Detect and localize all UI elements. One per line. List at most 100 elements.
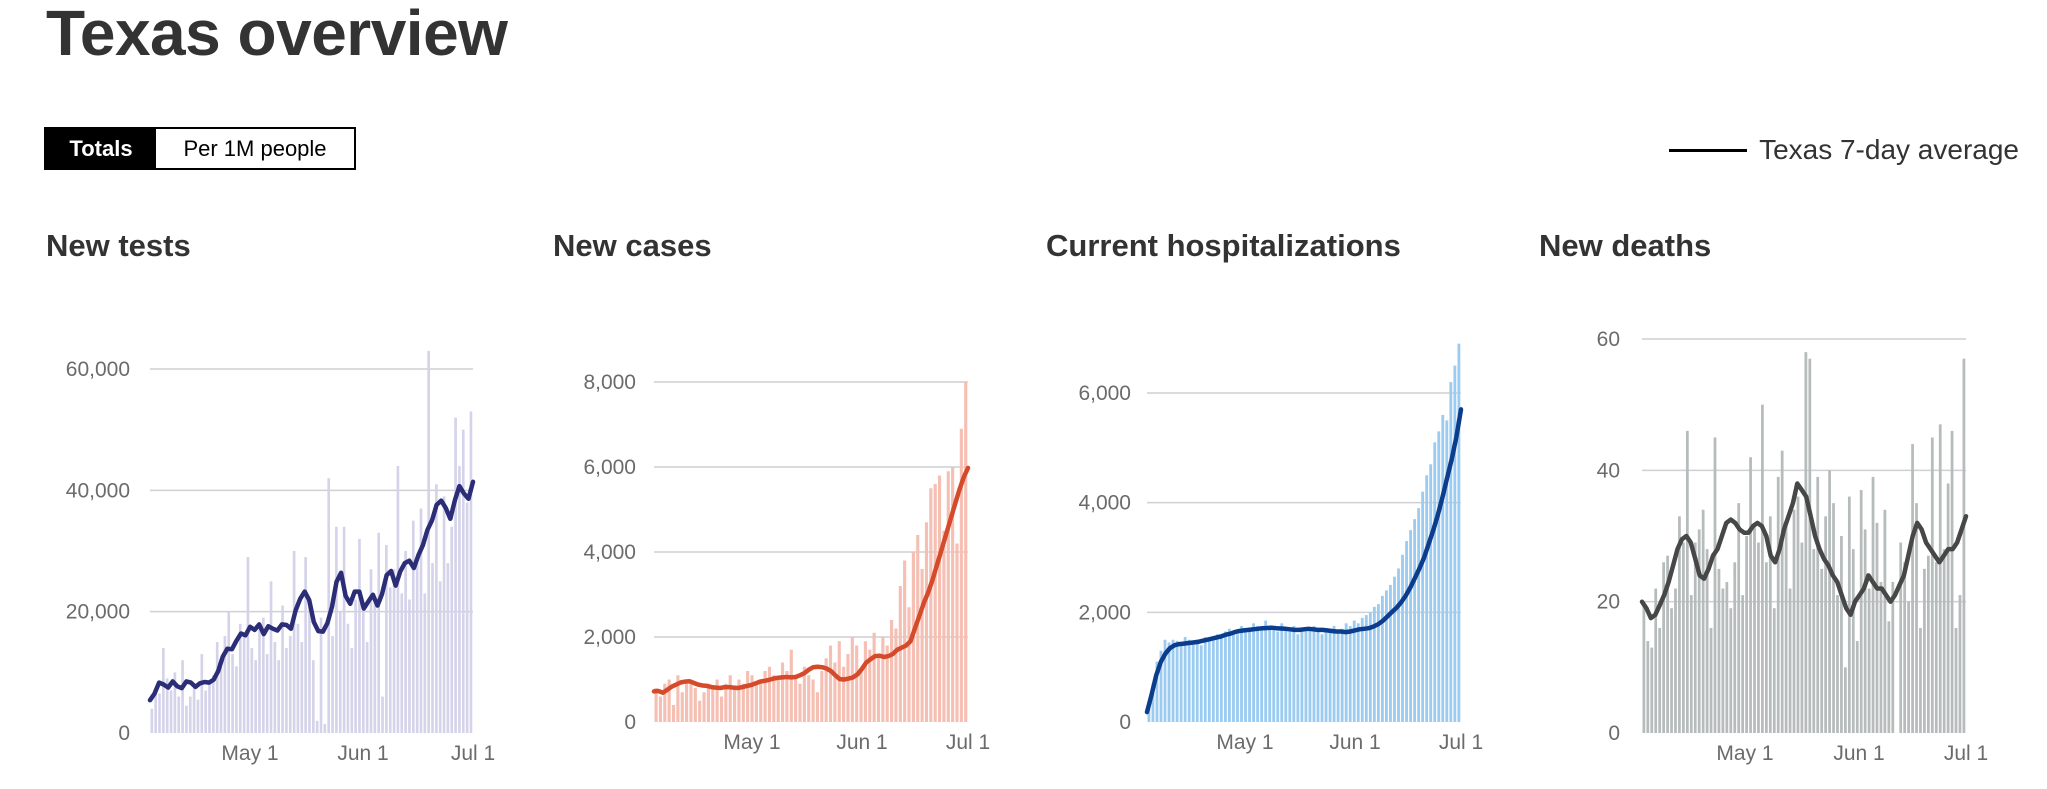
- new-cases-bar: [706, 683, 710, 722]
- new-cases-bar: [924, 522, 929, 722]
- current-hospitalizations-bar: [1352, 620, 1356, 722]
- new-cases-bar: [890, 620, 894, 722]
- new-cases-7-day-average-line: [651, 465, 971, 695]
- current-hospitalizations-bar: [1248, 631, 1251, 722]
- new-cases-bar: [671, 705, 676, 722]
- totals-toggle-button[interactable]: Totals: [46, 129, 156, 168]
- new-deaths-bar: [1693, 542, 1697, 733]
- new-deaths-y-tick-label: 40: [1597, 459, 1620, 482]
- new-deaths-bar: [1938, 424, 1942, 733]
- new-cases-bar: [663, 683, 667, 722]
- new-deaths-bar: [1776, 476, 1780, 733]
- current-hospitalizations-bar: [1244, 628, 1247, 722]
- new-cases-y-tick-label: 0: [624, 711, 636, 734]
- current-hospitalizations-bar: [1376, 604, 1380, 722]
- current-hospitalizations-chart: 0 2,000 4,000 6,000 May 1 Jun 1 Jul 1: [1078, 343, 1483, 754]
- current-hospitalizations-x-tick-label: Jul 1: [1439, 731, 1483, 754]
- new-cases-bar: [855, 645, 859, 722]
- new-tests-bar: [292, 551, 296, 733]
- current-hospitalizations-bar: [1389, 584, 1392, 722]
- new-tests-bar: [246, 557, 250, 733]
- new-tests-bar: [423, 593, 427, 733]
- current-hospitalizations-bar: [1280, 623, 1284, 722]
- new-deaths-bar: [1701, 509, 1705, 733]
- new-deaths-bar: [1836, 595, 1839, 733]
- current-hospitalizations-bar: [1191, 642, 1195, 722]
- current-hospitalizations-bar: [1372, 606, 1376, 722]
- current-hospitalizations-y-tick-label: 4,000: [1078, 492, 1131, 515]
- new-deaths-x-tick-label: Jul 1: [1944, 742, 1988, 765]
- current-hospitalizations-bar: [1223, 631, 1227, 722]
- new-deaths-bar: [1844, 667, 1847, 733]
- current-hospitalizations-7-day-average-line: [1144, 407, 1464, 715]
- new-cases-bar: [702, 692, 706, 722]
- current-hospitalizations-bar: [1292, 626, 1296, 722]
- new-tests-bar: [212, 675, 215, 733]
- new-deaths-bar: [1646, 641, 1650, 733]
- new-tests-bar: [192, 684, 196, 733]
- new-cases-bar: [876, 658, 881, 722]
- new-deaths-chart: 0 20 40 60 May 1 Jun 1 Jul 1: [1597, 328, 1989, 765]
- new-deaths-bar: [1919, 627, 1922, 733]
- current-hospitalizations-y-tick-label: 0: [1119, 711, 1131, 734]
- current-hospitalizations-bar: [1163, 639, 1167, 722]
- current-hospitalizations-bar: [1409, 530, 1412, 722]
- new-tests-bar: [238, 623, 242, 733]
- new-tests-bar: [411, 520, 415, 733]
- new-cases-bar: [759, 679, 763, 722]
- new-deaths-bar: [1737, 503, 1741, 733]
- new-tests-bar: [435, 484, 438, 733]
- new-tests-bar: [454, 417, 457, 733]
- current-hospitalizations-bar: [1199, 645, 1203, 722]
- per-1m-people-toggle-button[interactable]: Per 1M people: [156, 129, 354, 168]
- new-tests-bar: [165, 678, 169, 733]
- current-hospitalizations-bar: [1260, 628, 1264, 722]
- new-tests-bar: [419, 508, 423, 733]
- current-hospitalizations-bar: [1421, 491, 1425, 722]
- new-cases-bar: [863, 641, 867, 722]
- new-tests-bar: [438, 581, 442, 733]
- new-tests-bar: [392, 569, 396, 733]
- new-tests-bar: [215, 642, 219, 733]
- new-deaths-bar: [1761, 404, 1764, 733]
- current-hospitalizations-bar: [1175, 640, 1179, 722]
- new-cases-bar: [711, 688, 715, 722]
- new-tests-bar: [342, 526, 346, 733]
- new-deaths-bar: [1697, 529, 1701, 733]
- new-cases-bar: [794, 675, 798, 722]
- new-cases-y-tick-label: 4,000: [583, 541, 636, 564]
- new-cases-bar: [833, 662, 837, 722]
- new-cases-bar: [772, 675, 776, 722]
- new-tests-bar: [327, 478, 331, 733]
- current-hospitalizations-bar: [1236, 634, 1239, 722]
- new-deaths-bar: [1911, 444, 1914, 733]
- new-deaths-y-tick-label: 0: [1608, 722, 1620, 745]
- new-tests-bar: [335, 526, 338, 733]
- page-title: Texas overview: [46, 0, 508, 69]
- new-deaths-bar: [1891, 581, 1895, 733]
- current-hospitalizations-bar: [1405, 541, 1408, 722]
- new-tests-bar: [338, 611, 342, 733]
- new-tests-bar: [312, 660, 315, 733]
- new-tests-bar: [177, 696, 181, 733]
- new-tests-bar: [300, 642, 304, 733]
- new-deaths-bar: [1768, 516, 1772, 733]
- new-cases-y-tick-label: 6,000: [583, 456, 636, 479]
- new-deaths-bar: [1764, 562, 1768, 733]
- new-deaths-bar: [1887, 621, 1891, 733]
- new-cases-y-tick-label: 8,000: [583, 371, 636, 394]
- new-cases-bar: [955, 543, 959, 722]
- new-tests-bar: [273, 642, 277, 733]
- new-deaths-bar: [1792, 509, 1796, 733]
- new-cases-bar: [776, 679, 780, 722]
- new-tests-bar: [369, 569, 373, 733]
- new-deaths-bar: [1682, 542, 1685, 733]
- current-hospitalizations-bar: [1203, 637, 1207, 722]
- new-deaths-bar: [1840, 536, 1843, 733]
- new-deaths-bar: [1899, 542, 1903, 733]
- current-hospitalizations-bar: [1453, 365, 1457, 722]
- current-hospitalizations-bar: [1151, 683, 1155, 722]
- new-deaths-bar: [1804, 352, 1808, 733]
- new-tests-bar: [350, 648, 354, 733]
- current-hospitalizations-bar: [1304, 631, 1308, 722]
